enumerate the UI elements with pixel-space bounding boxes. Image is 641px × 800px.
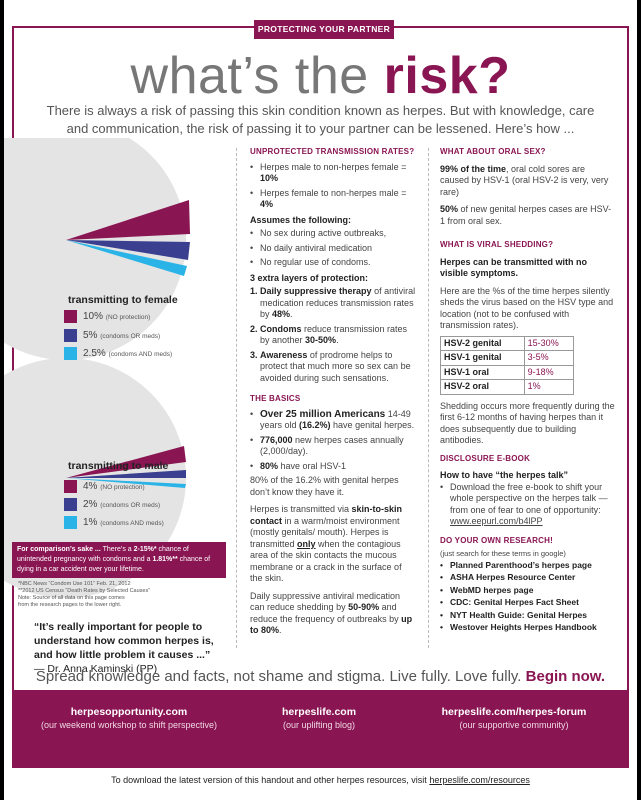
list-item: 80% have oral HSV-1 xyxy=(250,461,416,473)
shedding-table: HSV-2 genital 15-30% HSV-1 genital 3-5% HS… xyxy=(440,335,575,395)
female-pie-base xyxy=(4,138,186,360)
footer-item[interactable]: herpeslife.com/herpes-forum (our supporti… xyxy=(441,706,587,730)
list-item: 3. Awareness of prodrome helps to protect… xyxy=(250,349,411,383)
divider xyxy=(236,148,237,648)
list-item: No regular use of condoms. xyxy=(250,257,416,269)
male-slice-2 xyxy=(66,470,186,478)
research-link: NYT Health Guide: Genital Herpes xyxy=(440,610,616,622)
research-link: Planned Parenthood’s herpes page xyxy=(440,560,616,572)
resources-link[interactable]: herpeslife.com/resources xyxy=(429,775,530,785)
list-item: Over 25 million Americans 14-49 years ol… xyxy=(250,409,416,432)
list-item: 2. Condoms reduce transmission rates by a… xyxy=(250,323,408,346)
male-label: transmitting to male xyxy=(68,460,169,472)
section-heading: THE BASICS xyxy=(250,394,301,403)
research-link: ASHA Herpes Resource Center xyxy=(440,572,616,584)
footnotes: *NBC News “Condom Use 101” Feb. 21, 2012… xyxy=(18,581,151,608)
table-row: HSV-2 oral 1% xyxy=(440,379,575,395)
page-title: what’s the risk? xyxy=(130,47,511,105)
list-item: 776,000 new herpes cases annually (2,000… xyxy=(250,435,416,458)
research-note: (just search for these terms in google) xyxy=(440,549,566,558)
swatch xyxy=(64,498,77,511)
middle-column: UNPROTECTED TRANSMISSION RATES? Herpes m… xyxy=(250,146,416,643)
footer-item[interactable]: herpeslife.com (our uplifting blog) xyxy=(281,706,357,730)
section-heading: WHAT IS VIRAL SHEDDING? xyxy=(440,240,554,249)
list-item: No daily antiviral medication xyxy=(250,243,416,255)
footer-links: herpesopportunity.com (our weekend worksh… xyxy=(14,690,627,766)
legend-item: 5% (condoms OR meds) xyxy=(64,329,160,343)
paragraph: Herpes is transmitted via skin-to-skin c… xyxy=(250,504,403,583)
section-heading: DISCLOSURE E-BOOK xyxy=(440,453,531,463)
footer-item[interactable]: herpesopportunity.com (our weekend worksh… xyxy=(40,706,218,730)
female-label: transmitting to female xyxy=(68,294,178,306)
section-heading: DO YOUR OWN RESEARCH! xyxy=(440,535,553,545)
list-item: Download the free e-book to shift your w… xyxy=(440,482,616,528)
female-slice-10 xyxy=(66,200,190,240)
section-banner: PROTECTING YOUR PARTNER xyxy=(254,20,394,39)
legend-item: 1% (condoms AND meds) xyxy=(64,516,164,530)
ebook-title: How to have “the herpes talk” xyxy=(440,470,569,480)
list-item: Herpes female to non-herpes male = 4% xyxy=(250,188,416,211)
shedding-bold: Herpes can be transmitted with no visibl… xyxy=(440,256,588,279)
male-slice-1 xyxy=(66,478,186,488)
legend-item: 2.5% (condoms AND meds) xyxy=(64,347,172,361)
left-column: transmitting to female 10% (NO protectio… xyxy=(4,138,224,678)
female-slice-5 xyxy=(66,240,190,260)
ebook-link[interactable]: www.eepurl.com/b4lPP xyxy=(450,516,543,526)
download-note: To download the latest version of this h… xyxy=(111,775,530,785)
pie-charts xyxy=(4,138,190,598)
paragraph: Here are the %s of the time herpes silen… xyxy=(440,285,614,331)
legend-item: 2% (condoms OR meds) xyxy=(64,498,160,512)
handout-page: PROTECTING YOUR PARTNER what’s the risk?… xyxy=(4,0,637,800)
paragraph: Shedding occurs more frequently during t… xyxy=(440,400,615,446)
swatch xyxy=(64,347,77,360)
list-item: No sex during active outbreaks, xyxy=(250,228,416,240)
swatch xyxy=(64,516,77,529)
research-link: Westover Heights Herpes Handbook xyxy=(440,622,616,634)
right-column: WHAT ABOUT ORAL SEX? 99% of the time, or… xyxy=(440,146,616,635)
table-row: HSV-1 oral 9-18% xyxy=(440,364,575,380)
paragraph: 50% of new genital herpes cases are HSV-… xyxy=(440,204,612,226)
legend-item: 10% (NO protection) xyxy=(64,310,150,324)
list-item: Herpes male to non-herpes female = 10% xyxy=(250,162,416,185)
table-row: HSV-1 genital 3-5% xyxy=(440,350,575,366)
list-item: 1. Daily suppressive therapy of antiviral… xyxy=(250,286,416,319)
research-link: CDC: Genital Herpes Fact Sheet xyxy=(440,597,616,609)
section-heading: UNPROTECTED TRANSMISSION RATES? xyxy=(250,147,415,156)
divider xyxy=(428,148,429,648)
legend-item: 4% (NO protection) xyxy=(64,480,145,494)
paragraph: 99% of the time, oral cold sores are cau… xyxy=(440,163,609,197)
paragraph: 80% of the 16.2% with genital herpes don… xyxy=(250,475,399,497)
swatch xyxy=(64,310,77,323)
paragraph: Daily suppressive antiviral medication c… xyxy=(250,590,413,636)
tagline: Spread knowledge and facts, not shame an… xyxy=(35,668,606,685)
female-slice-2-5 xyxy=(66,240,187,276)
male-slice-4 xyxy=(66,446,186,478)
table-row: HSV-2 genital 15-30% xyxy=(440,335,575,351)
swatch xyxy=(64,480,77,493)
layers-heading: 3 extra layers of protection: xyxy=(250,272,369,283)
research-link: WebMD herpes page xyxy=(440,585,616,597)
quote: “It’s really important for people to und… xyxy=(34,621,214,675)
section-heading: WHAT ABOUT ORAL SEX? xyxy=(440,147,546,156)
assumes-heading: Assumes the following: xyxy=(250,214,352,225)
swatch xyxy=(64,329,77,342)
intro-text: There is always a risk of passing this s… xyxy=(46,103,595,136)
comparison-box: For comparison’s sake ... There’s a 2-15… xyxy=(12,542,226,578)
